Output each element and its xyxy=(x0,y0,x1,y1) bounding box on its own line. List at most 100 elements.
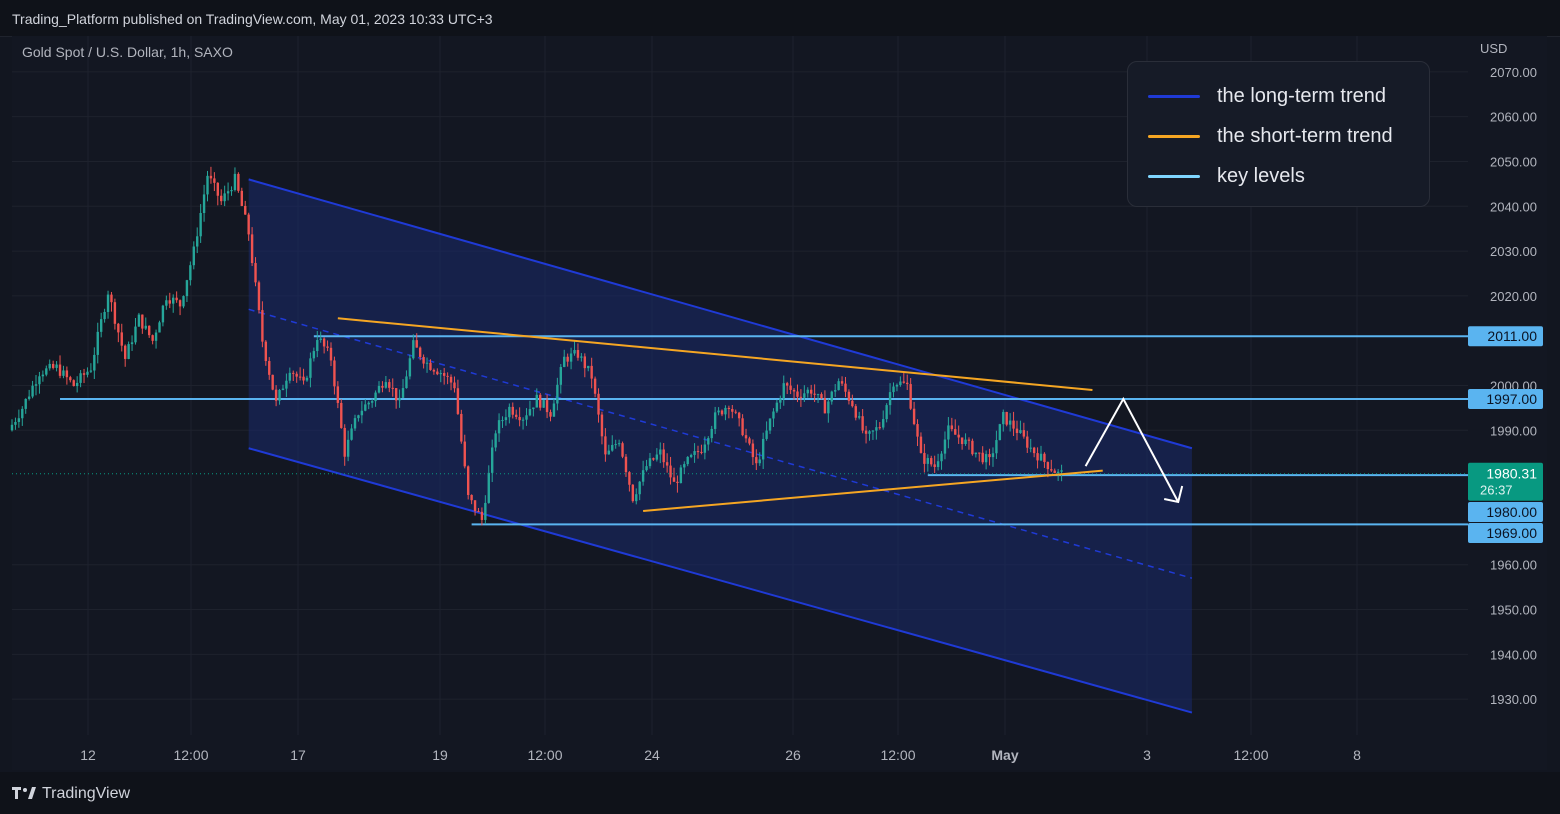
y-tick-label: 1960.00 xyxy=(1490,558,1537,573)
candle-body xyxy=(48,363,51,369)
candle-body xyxy=(110,294,113,303)
legend-label: the long-term trend xyxy=(1217,84,1386,107)
channel-mid-line xyxy=(248,308,1193,579)
candle-body xyxy=(559,367,562,385)
candle-body xyxy=(82,373,86,375)
y-tick-label: 1950.00 xyxy=(1490,603,1537,618)
tradingview-logo-icon xyxy=(12,787,36,799)
x-tick-label: 12:00 xyxy=(880,747,915,763)
candle-body xyxy=(796,391,799,397)
candle-body xyxy=(62,370,65,376)
candle-body xyxy=(72,380,75,387)
candle-body xyxy=(659,449,662,455)
candle-body xyxy=(809,389,813,394)
candle-body xyxy=(127,344,130,359)
candle-body xyxy=(628,472,631,485)
candle-body xyxy=(573,350,576,354)
candle-body xyxy=(477,511,480,513)
candle-body xyxy=(580,356,583,358)
candle-body xyxy=(552,403,556,417)
candle-body xyxy=(189,265,192,281)
candle-body xyxy=(370,401,374,403)
candle-body xyxy=(1005,411,1008,425)
candle-body xyxy=(120,332,123,346)
candle-body xyxy=(916,424,919,437)
candle-body xyxy=(645,466,648,471)
candle-body xyxy=(305,377,309,381)
candle-body xyxy=(230,190,233,192)
candle-body xyxy=(511,406,514,415)
candle-body xyxy=(885,405,888,420)
candle-body xyxy=(408,358,412,377)
candle-body xyxy=(130,342,134,345)
candle-body xyxy=(789,385,792,390)
candle-body xyxy=(346,439,350,457)
candle-body xyxy=(803,393,806,398)
candle-body xyxy=(24,398,27,409)
candle-body xyxy=(545,400,549,413)
candle-body xyxy=(569,353,573,362)
candle-body xyxy=(1032,447,1036,454)
candle-body xyxy=(257,282,261,311)
candle-body xyxy=(497,420,501,434)
candle-body xyxy=(995,440,998,454)
candle-body xyxy=(837,381,840,391)
candle-body xyxy=(782,383,785,399)
candle-body xyxy=(1039,453,1043,461)
tradingview-brand: TradingView xyxy=(42,785,131,802)
channel-fill xyxy=(248,179,1192,713)
candle-body xyxy=(412,340,415,359)
candle-body xyxy=(556,384,559,404)
candle-body xyxy=(141,314,144,329)
candle-body xyxy=(384,382,388,388)
candle-body xyxy=(1029,447,1032,449)
symbol-title[interactable]: Gold Spot / U.S. Dollar, 1h, SAXO xyxy=(22,44,233,60)
candle-body xyxy=(470,494,473,501)
candle-body xyxy=(65,370,69,378)
candle-body xyxy=(717,410,720,413)
candle-body xyxy=(168,300,171,304)
candle-body xyxy=(761,438,765,460)
candle-body xyxy=(662,449,665,463)
candle-body xyxy=(429,362,432,370)
candle-body xyxy=(902,381,905,383)
candle-body xyxy=(847,391,851,401)
candle-body xyxy=(816,394,820,396)
candle-body xyxy=(401,388,405,398)
candle-body xyxy=(528,409,532,416)
candle-body xyxy=(604,436,607,455)
candle-body xyxy=(494,433,497,448)
candle-body xyxy=(532,407,535,410)
candle-body xyxy=(220,195,223,202)
candle-body xyxy=(834,390,837,392)
candle-body xyxy=(806,389,809,394)
candle-body xyxy=(364,404,367,411)
key-level-label-bg xyxy=(1468,388,1543,409)
candle-body xyxy=(432,369,436,372)
candle-body xyxy=(672,477,676,482)
candle-body xyxy=(1026,436,1029,448)
candle-body xyxy=(799,396,803,398)
candle-body xyxy=(936,461,940,467)
candle-body xyxy=(755,457,758,464)
x-tick-label: 3 xyxy=(1143,747,1151,763)
candle-body xyxy=(635,494,638,502)
candle-body xyxy=(515,414,518,417)
candle-body xyxy=(487,472,490,503)
candle-body xyxy=(734,411,737,413)
candle-body xyxy=(988,454,991,458)
candle-body xyxy=(984,454,988,463)
candle-body xyxy=(38,376,41,385)
x-axis: 12 12:00 17 19 12:00 24 26 12:00 May 3 12:00 8 xyxy=(80,747,1361,763)
candle-body xyxy=(103,311,106,320)
tradingview-logo[interactable]: TradingView xyxy=(12,785,130,803)
candle-body xyxy=(858,416,861,418)
x-tick-label: May xyxy=(991,747,1018,763)
candle-body xyxy=(943,439,947,454)
candle-body xyxy=(504,417,508,421)
candle-body xyxy=(758,459,761,464)
candle-body xyxy=(1053,470,1056,474)
candle-body xyxy=(185,280,189,297)
key-level-label: 1980.00 xyxy=(1486,504,1537,520)
